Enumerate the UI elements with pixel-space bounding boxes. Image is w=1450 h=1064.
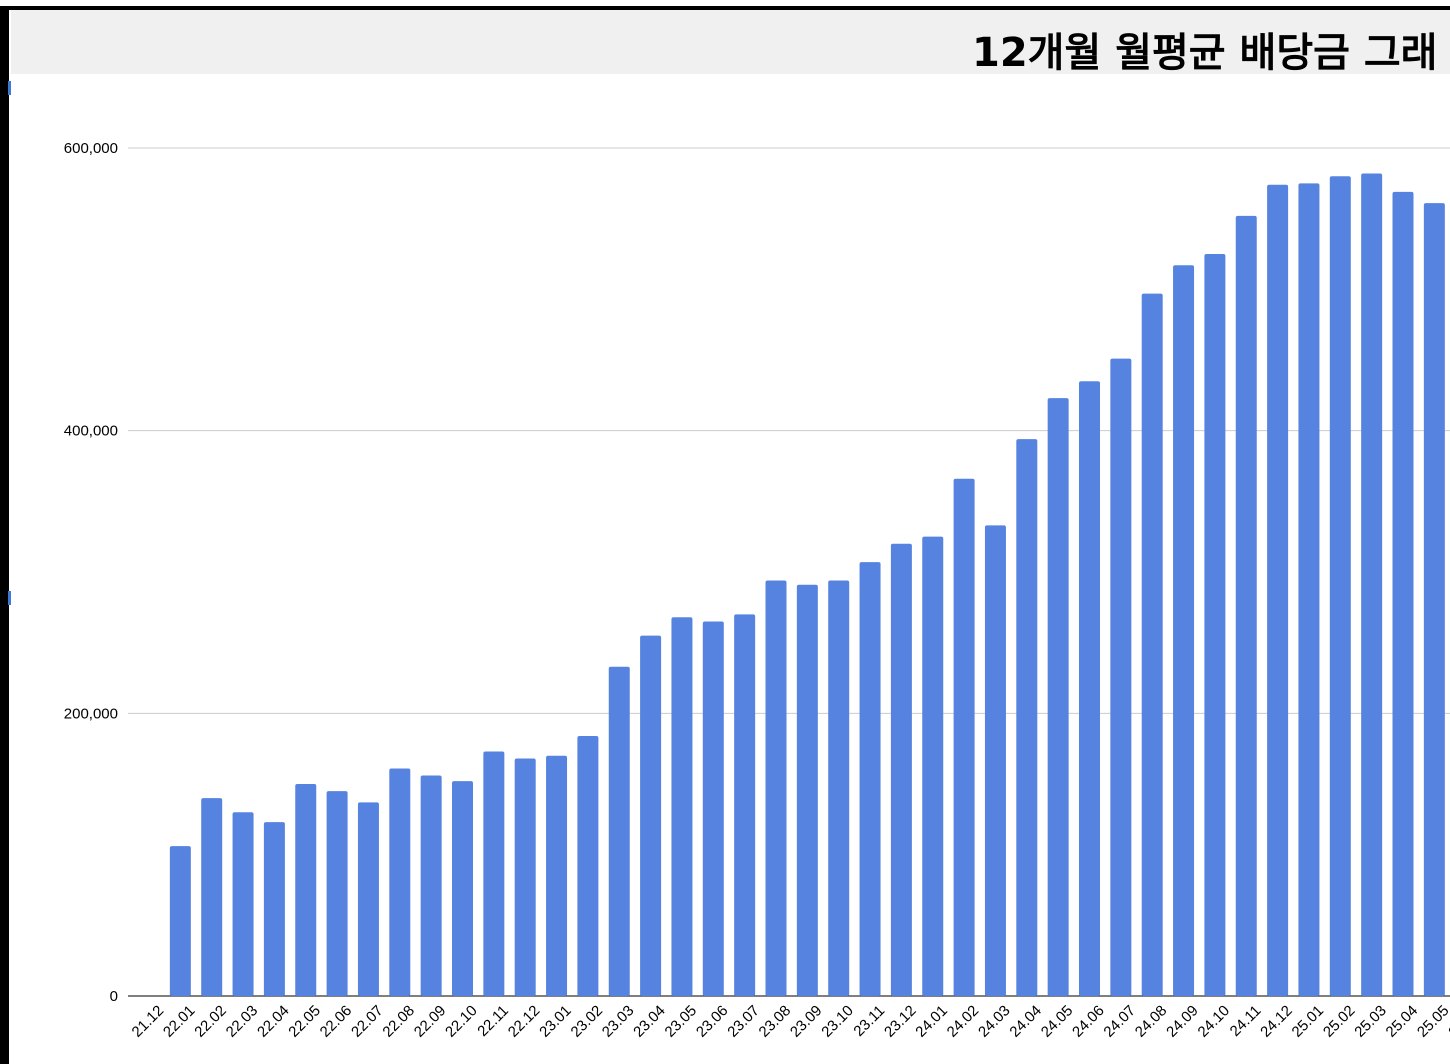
bar-25.02[interactable]: [1329, 176, 1351, 996]
x-tick-label: 23.03: [599, 1002, 638, 1041]
bar-24.10[interactable]: [1204, 254, 1226, 996]
bar-23.06[interactable]: [702, 621, 724, 996]
x-tick-label: 23.09: [787, 1002, 826, 1041]
bar-22.03[interactable]: [232, 812, 254, 996]
gridlines: [128, 147, 1450, 997]
bar-23.01[interactable]: [546, 755, 568, 996]
bar-25.04[interactable]: [1392, 191, 1414, 996]
bar-22.08[interactable]: [389, 768, 411, 996]
x-tick-label: 23.04: [630, 1002, 669, 1041]
x-tick-label: 23.06: [693, 1002, 732, 1041]
x-tick-label: 25.04: [1383, 1002, 1422, 1041]
y-tick-label: 200,000: [64, 705, 118, 722]
bar-25.05[interactable]: [1423, 203, 1445, 996]
bar-22.10[interactable]: [452, 781, 473, 996]
x-tick-label: 22.10: [442, 1002, 481, 1041]
bar-22.04[interactable]: [263, 822, 285, 996]
x-tick-label: 25.01: [1289, 1002, 1328, 1041]
x-tick-label: 23.11: [850, 1002, 888, 1040]
x-tick-label: 25.02: [1320, 1002, 1359, 1041]
bar-22.09[interactable]: [420, 775, 442, 996]
x-tick-label: 22.06: [317, 1002, 356, 1041]
window-frame-top: [0, 6, 1450, 10]
chart-title: 12개월 월평균 배당금 그래: [972, 30, 1438, 74]
y-tick-label: 600,000: [64, 140, 118, 157]
bars: [169, 173, 1445, 997]
x-tick-label: 23.10: [818, 1002, 857, 1041]
bar-24.03[interactable]: [984, 525, 1006, 996]
bar-23.07[interactable]: [734, 614, 756, 996]
x-tick-label: 23.01: [536, 1002, 575, 1041]
x-tick-label: 24.11: [1227, 1002, 1265, 1040]
window-frame-left: [0, 8, 9, 1064]
bar-22.11[interactable]: [483, 751, 505, 996]
x-tick-label: 24.02: [944, 1002, 983, 1041]
x-tick-label: 24.09: [1163, 1002, 1202, 1041]
x-tick-label: 24.03: [975, 1002, 1014, 1041]
x-tick-label: 21.12: [129, 1002, 168, 1041]
bar-24.05[interactable]: [1047, 398, 1069, 996]
bar-22.06[interactable]: [326, 791, 348, 996]
x-tick-label: 22.08: [379, 1002, 418, 1041]
bar-23.11[interactable]: [859, 562, 881, 996]
bar-23.03[interactable]: [608, 666, 630, 996]
chart-title-bar: 12개월 월평균 배당금 그래: [11, 10, 1450, 74]
bar-22.01[interactable]: [169, 846, 191, 996]
x-tick-label: 24.01: [912, 1002, 951, 1041]
x-tick-label: 22.05: [285, 1002, 324, 1041]
bar-22.07[interactable]: [357, 802, 379, 996]
x-tick-label: 25.05: [1414, 1002, 1450, 1041]
x-tick-label: 22.04: [254, 1002, 293, 1041]
x-tick-label: 22.11: [474, 1002, 512, 1040]
x-tick-label: 24.04: [1006, 1002, 1045, 1041]
x-tick-label: 23.05: [662, 1002, 701, 1041]
y-tick-label: 0: [110, 988, 118, 1005]
x-tick-label: 23.08: [756, 1002, 795, 1041]
x-tick-label: 24.10: [1195, 1002, 1234, 1041]
y-axis-ticks: 0 200,000 400,000 600,000: [64, 140, 118, 1005]
y-tick-label: 400,000: [64, 423, 118, 440]
bar-23.05[interactable]: [671, 617, 693, 996]
bar-25.01[interactable]: [1298, 183, 1320, 997]
x-tick-label: 22.07: [348, 1002, 387, 1041]
x-tick-label: 22.12: [505, 1002, 544, 1041]
x-tick-label: 24.08: [1132, 1002, 1171, 1041]
bar-25.03[interactable]: [1361, 173, 1383, 996]
x-tick-label: 23.07: [724, 1002, 763, 1041]
bar-24.12[interactable]: [1267, 184, 1289, 996]
x-tick-label: 22.09: [411, 1002, 450, 1041]
bar-24.04[interactable]: [1016, 439, 1038, 996]
bar-24.01[interactable]: [922, 536, 944, 996]
x-axis-ticks: 21.1222.0122.0222.0322.0422.0522.0622.07…: [129, 1002, 1450, 1041]
bar-24.08[interactable]: [1141, 293, 1163, 996]
bar-23.12[interactable]: [890, 543, 912, 996]
x-tick-label: 23.02: [568, 1002, 607, 1041]
bar-24.09[interactable]: [1173, 265, 1195, 997]
bar-24.11[interactable]: [1235, 215, 1257, 997]
x-tick-label: 23.12: [881, 1002, 920, 1041]
x-tick-label: 22.01: [160, 1002, 199, 1041]
bar-22.05[interactable]: [295, 784, 317, 996]
x-tick-label: 24.05: [1038, 1002, 1077, 1041]
row-resize-handle[interactable]: [8, 81, 11, 95]
bar-23.04[interactable]: [640, 635, 662, 996]
bar-23.09[interactable]: [796, 584, 818, 996]
bar-23.08[interactable]: [765, 580, 787, 996]
row-resize-handle[interactable]: [8, 591, 11, 605]
bar-23.10[interactable]: [828, 580, 850, 996]
bar-24.02[interactable]: [953, 478, 975, 997]
bar-23.02[interactable]: [577, 735, 599, 996]
x-tick-label: 24.06: [1069, 1002, 1108, 1041]
bar-24.07[interactable]: [1110, 358, 1132, 996]
x-tick-label: 24.12: [1257, 1002, 1296, 1041]
x-tick-label: 25.03: [1351, 1002, 1390, 1041]
bar-22.02[interactable]: [201, 798, 223, 996]
x-tick-label: 22.02: [191, 1002, 230, 1041]
bar-24.06[interactable]: [1079, 381, 1100, 996]
bar-22.12[interactable]: [514, 758, 536, 996]
x-tick-label: 24.07: [1100, 1002, 1139, 1041]
x-tick-label: 22.03: [223, 1002, 262, 1041]
